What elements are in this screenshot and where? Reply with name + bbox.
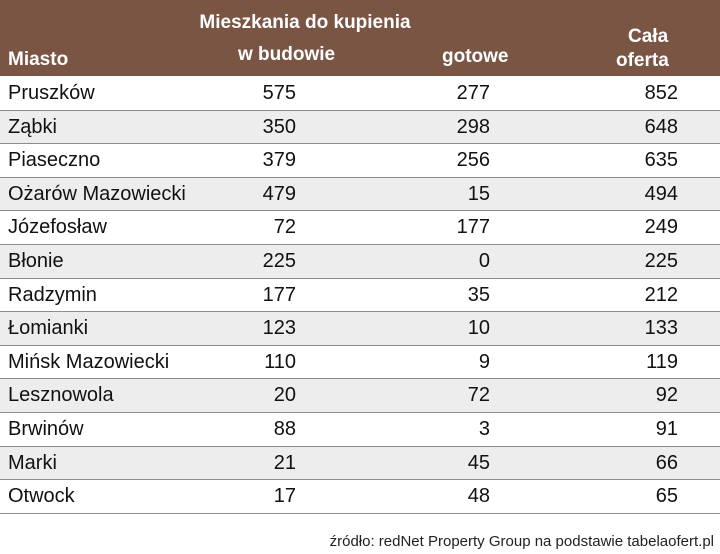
table-header: Mieszkania do kupienia Miasto w budowie … — [0, 0, 720, 76]
ready-cell: 72 — [467, 384, 490, 407]
ready-cell: 298 — [456, 115, 490, 138]
total-cell: 66 — [655, 451, 678, 474]
under-construction-cell: 123 — [262, 317, 296, 340]
total-cell: 249 — [644, 216, 678, 239]
total-cell: 212 — [644, 283, 678, 306]
under-construction-cell: 17 — [273, 485, 296, 508]
under-construction-cell: 177 — [262, 283, 296, 306]
city-cell: Lesznowola — [8, 384, 114, 407]
table-row: Józefosław 72 177 249 — [0, 211, 720, 245]
city-cell: Łomianki — [8, 317, 89, 340]
under-construction-cell: 575 — [262, 82, 296, 104]
ready-cell: 48 — [467, 485, 490, 508]
table-body: Pruszków 575 277 852 Ząbki 350 298 648 Piaseczno… — [0, 77, 720, 514]
total-cell: 852 — [644, 82, 678, 104]
table-row: Piaseczno 379 256 635 — [0, 144, 720, 178]
ready-cell: 256 — [456, 149, 490, 172]
city-cell: Brwinów — [8, 417, 84, 440]
under-construction-cell: 110 — [264, 350, 296, 373]
city-cell: Ząbki — [8, 115, 57, 138]
total-cell: 635 — [644, 149, 678, 172]
under-construction-cell: 21 — [273, 451, 296, 474]
group-header-label: Mieszkania do kupienia — [199, 12, 411, 33]
city-cell: Ożarów Mazowiecki — [8, 182, 186, 205]
table-row: Radzymin 177 35 212 — [0, 279, 720, 313]
table-row: Ożarów Mazowiecki 479 15 494 — [0, 177, 720, 212]
total-cell: 119 — [646, 350, 678, 373]
total-cell: 133 — [644, 317, 678, 340]
total-cell: 92 — [655, 384, 678, 407]
table-row: Ząbki 350 298 648 — [0, 110, 720, 145]
table-row: Otwock 17 48 65 — [0, 480, 720, 514]
city-cell: Marki — [8, 451, 57, 474]
under-construction-column-header: w budowie — [238, 44, 336, 65]
city-cell: Błonie — [8, 249, 64, 272]
source-note: źródło: redNet Property Group na podstaw… — [329, 533, 714, 550]
ready-cell: 45 — [467, 451, 490, 474]
city-cell: Otwock — [8, 485, 75, 508]
under-construction-cell: 479 — [262, 182, 296, 205]
total-cell: 225 — [644, 249, 678, 272]
table-row: Marki 21 45 66 — [0, 446, 720, 481]
city-cell: Mińsk Mazowiecki — [8, 350, 170, 373]
table-row: Brwinów 88 3 91 — [0, 413, 720, 447]
table-row: Lesznowola 20 72 92 — [0, 379, 720, 413]
total-cell: 91 — [655, 417, 678, 440]
ready-cell: 9 — [478, 350, 490, 373]
table-row: Błonie 225 0 225 — [0, 244, 720, 279]
ready-cell: 10 — [467, 317, 490, 340]
total-column-header-line1: Cała — [628, 26, 669, 47]
table-row: Mińsk Mazowiecki 110 9 119 — [0, 346, 720, 380]
city-cell: Józefosław — [8, 216, 107, 239]
ready-cell: 3 — [478, 417, 490, 440]
total-cell: 648 — [644, 115, 678, 138]
under-construction-cell: 20 — [273, 384, 296, 407]
city-cell: Piaseczno — [8, 149, 101, 172]
under-construction-cell: 225 — [262, 249, 296, 272]
ready-cell: 35 — [467, 283, 490, 306]
city-cell: Pruszków — [8, 82, 95, 104]
under-construction-cell: 88 — [273, 417, 296, 440]
ready-column-header: gotowe — [442, 46, 509, 67]
total-cell: 494 — [644, 182, 678, 205]
ready-cell: 177 — [456, 216, 490, 239]
under-construction-cell: 379 — [262, 149, 296, 172]
table-row: Łomianki 123 10 133 — [0, 312, 720, 346]
under-construction-cell: 350 — [262, 115, 296, 138]
ready-cell: 277 — [456, 82, 490, 104]
city-column-header: Miasto — [8, 49, 69, 70]
total-column-header-line2: oferta — [616, 50, 669, 71]
under-construction-cell: 72 — [273, 216, 296, 239]
ready-cell: 0 — [478, 249, 490, 272]
city-cell: Radzymin — [8, 283, 97, 306]
table-row: Pruszków 575 277 852 — [0, 77, 720, 111]
total-cell: 65 — [655, 485, 678, 508]
ready-cell: 15 — [467, 182, 490, 205]
